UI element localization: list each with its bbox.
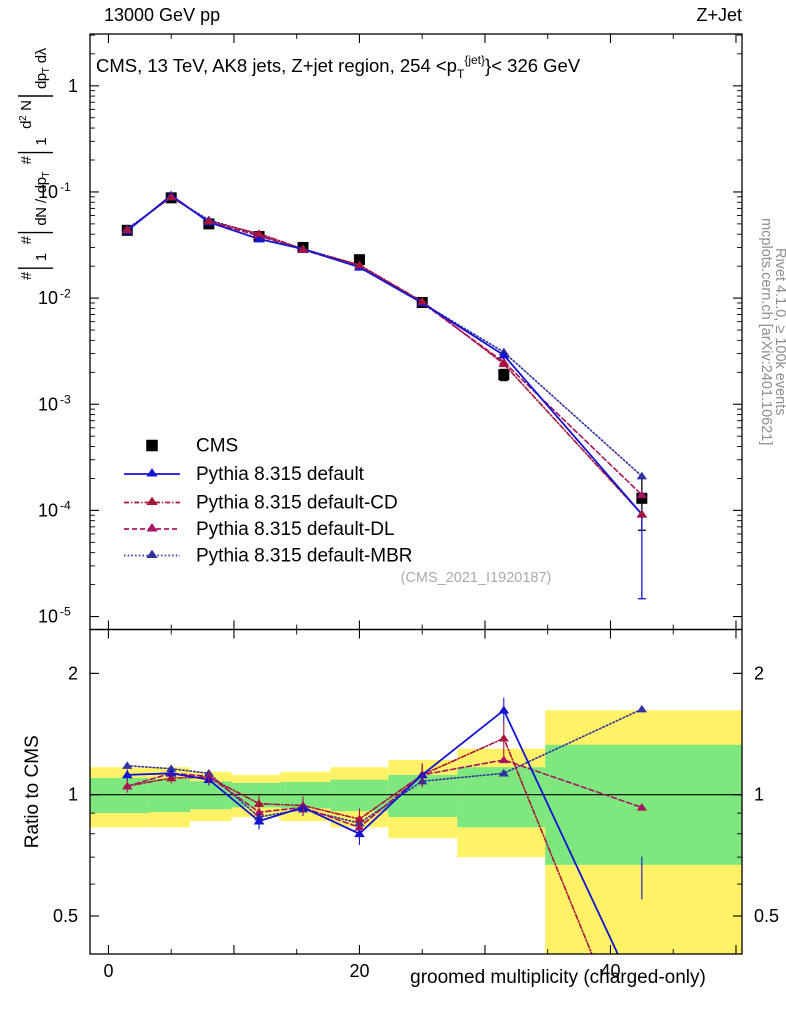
svg-text:groomed multiplicity (charged-: groomed multiplicity (charged-only) (410, 967, 706, 988)
svg-text:T: T (41, 67, 52, 73)
svg-text:(CMS_2021_I1920187): (CMS_2021_I1920187) (401, 570, 552, 586)
svg-text:#: # (18, 271, 35, 280)
svg-text:CMS: CMS (196, 436, 238, 457)
svg-text:10: 10 (38, 288, 58, 308)
svg-text:2: 2 (18, 115, 29, 121)
svg-text:20: 20 (349, 961, 369, 981)
svg-text:#: # (18, 235, 35, 244)
svg-text:Pythia 8.315 default-DL: Pythia 8.315 default-DL (196, 519, 395, 540)
svg-text:1: 1 (33, 253, 50, 261)
svg-text:T: T (41, 171, 52, 177)
svg-text:Rivet 4.1.0, ≥ 100k events: Rivet 4.1.0, ≥ 100k events (772, 248, 786, 416)
svg-text:0.5: 0.5 (754, 906, 779, 926)
svg-text:-3: -3 (60, 392, 71, 406)
svg-text:mcplots.cern.ch [arXiv:2401.10: mcplots.cern.ch [arXiv:2401.10621] (758, 218, 774, 445)
svg-text:13000 GeV pp: 13000 GeV pp (104, 5, 220, 25)
svg-text:Pythia 8.315 default: Pythia 8.315 default (196, 464, 365, 485)
svg-text:N: N (18, 100, 35, 111)
svg-text:10: 10 (38, 500, 58, 520)
svg-text:-5: -5 (60, 605, 71, 619)
svg-text:10: 10 (38, 394, 58, 414)
svg-text:-1: -1 (60, 180, 71, 194)
svg-text:10: 10 (38, 607, 58, 627)
svg-text:λ: λ (33, 47, 50, 55)
svg-text:N: N (33, 207, 50, 218)
svg-text:Pythia 8.315 default-CD: Pythia 8.315 default-CD (196, 493, 398, 514)
svg-text:0: 0 (103, 961, 113, 981)
svg-text:1: 1 (68, 76, 78, 96)
svg-text:2: 2 (68, 663, 78, 683)
svg-text:1: 1 (754, 785, 764, 805)
svg-text:Z+Jet: Z+Jet (696, 5, 742, 25)
svg-text:1: 1 (33, 137, 50, 145)
svg-text:-2: -2 (60, 286, 71, 300)
svg-text:2: 2 (754, 663, 764, 683)
svg-text:#: # (18, 155, 35, 164)
svg-text:0.5: 0.5 (53, 906, 78, 926)
svg-text:-4: -4 (60, 499, 71, 513)
svg-text:1: 1 (68, 785, 78, 805)
svg-text:Ratio to CMS: Ratio to CMS (22, 735, 43, 848)
svg-text:Pythia 8.315 default-MBR: Pythia 8.315 default-MBR (196, 546, 413, 567)
